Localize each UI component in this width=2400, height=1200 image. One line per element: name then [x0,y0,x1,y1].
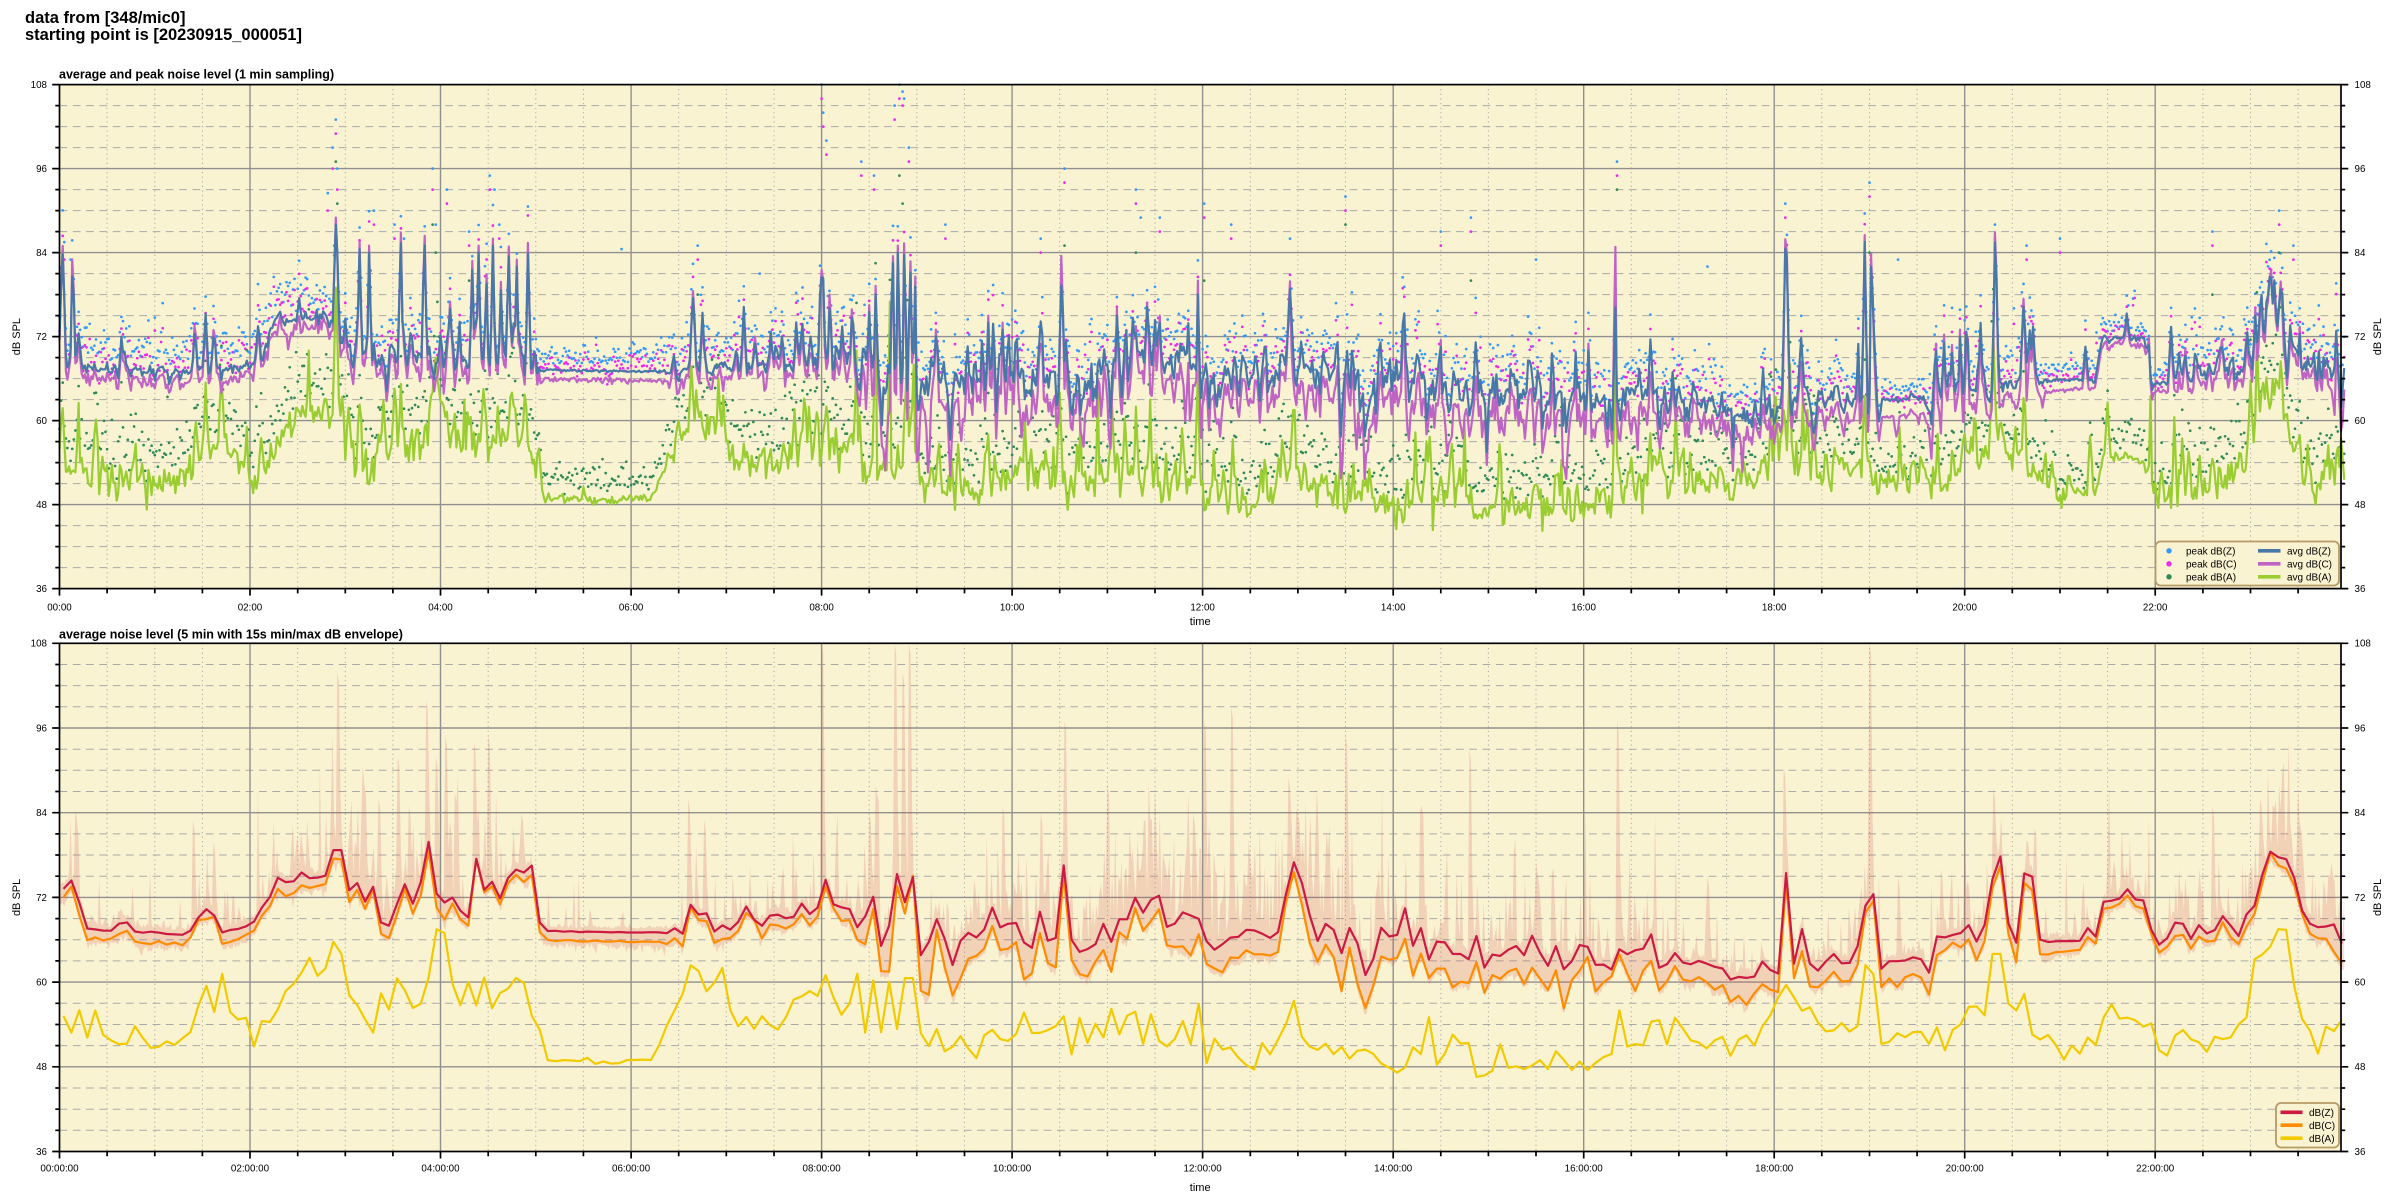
svg-text:14:00:00: 14:00:00 [1374,1163,1413,1174]
svg-text:average and peak noise level (: average and peak noise level (1 min samp… [59,68,334,82]
svg-text:72: 72 [36,893,47,904]
svg-text:time: time [1190,1182,1211,1194]
svg-text:18:00: 18:00 [1762,602,1787,613]
svg-text:dB(C): dB(C) [2309,1121,2335,1132]
svg-text:36: 36 [2355,584,2366,595]
svg-text:avg dB(Z): avg dB(Z) [2287,546,2331,557]
svg-text:avg dB(A): avg dB(A) [2287,572,2331,583]
svg-text:84: 84 [2355,808,2366,819]
svg-text:96: 96 [2355,723,2366,734]
svg-text:avg dB(C): avg dB(C) [2287,559,2332,570]
svg-text:10:00: 10:00 [1000,602,1025,613]
svg-text:108: 108 [31,639,48,650]
svg-text:14:00: 14:00 [1381,602,1406,613]
svg-text:dB(Z): dB(Z) [2309,1108,2334,1119]
svg-text:20:00: 20:00 [1952,602,1977,613]
svg-text:00:00:00: 00:00:00 [40,1163,79,1174]
svg-text:average noise level (5 min wit: average noise level (5 min with 15s min/… [59,628,403,642]
svg-text:peak dB(C): peak dB(C) [2186,559,2237,570]
svg-text:16:00: 16:00 [1571,602,1596,613]
svg-text:06:00:00: 06:00:00 [612,1163,651,1174]
svg-text:84: 84 [36,248,47,259]
svg-text:10:00:00: 10:00:00 [993,1163,1032,1174]
svg-text:02:00:00: 02:00:00 [231,1163,270,1174]
svg-text:time: time [1190,616,1211,628]
svg-text:22:00:00: 22:00:00 [2136,1163,2175,1174]
svg-text:60: 60 [2355,416,2366,427]
svg-text:peak dB(Z): peak dB(Z) [2186,546,2235,557]
svg-text:04:00: 04:00 [428,602,453,613]
svg-text:72: 72 [2355,332,2366,343]
svg-text:84: 84 [2355,248,2366,259]
svg-text:60: 60 [36,978,47,989]
svg-text:dB SPL: dB SPL [2372,318,2384,355]
svg-text:36: 36 [36,584,47,595]
svg-text:data from [348/mic0]: data from [348/mic0] [25,9,185,27]
svg-text:108: 108 [2355,639,2372,650]
svg-text:48: 48 [2355,1062,2366,1073]
svg-text:dB(A): dB(A) [2309,1134,2335,1145]
svg-text:96: 96 [2355,164,2366,175]
svg-text:22:00: 22:00 [2143,602,2168,613]
svg-text:peak dB(A): peak dB(A) [2186,572,2236,583]
svg-text:dB SPL: dB SPL [2372,879,2384,916]
svg-text:12:00: 12:00 [1190,602,1215,613]
svg-text:96: 96 [36,723,47,734]
svg-text:08:00:00: 08:00:00 [803,1163,842,1174]
svg-text:16:00:00: 16:00:00 [1565,1163,1604,1174]
svg-text:72: 72 [2355,893,2366,904]
svg-text:00:00: 00:00 [47,602,72,613]
svg-text:dB SPL: dB SPL [11,879,23,916]
svg-text:02:00: 02:00 [238,602,263,613]
svg-text:18:00:00: 18:00:00 [1755,1163,1794,1174]
svg-text:96: 96 [36,164,47,175]
svg-text:36: 36 [36,1147,47,1158]
svg-text:84: 84 [36,808,47,819]
svg-text:08:00: 08:00 [809,602,834,613]
svg-text:108: 108 [31,80,48,91]
svg-text:48: 48 [36,500,47,511]
svg-text:36: 36 [2355,1147,2366,1158]
svg-text:108: 108 [2355,80,2372,91]
svg-text:72: 72 [36,332,47,343]
svg-text:48: 48 [36,1062,47,1073]
svg-text:06:00: 06:00 [619,602,644,613]
svg-text:12:00:00: 12:00:00 [1184,1163,1223,1174]
svg-text:04:00:00: 04:00:00 [421,1163,460,1174]
svg-text:dB SPL: dB SPL [11,318,23,355]
svg-text:starting point is [20230915_00: starting point is [20230915_000051] [25,26,302,44]
svg-text:20:00:00: 20:00:00 [1946,1163,1985,1174]
svg-text:60: 60 [2355,978,2366,989]
svg-text:60: 60 [36,416,47,427]
svg-text:48: 48 [2355,500,2366,511]
